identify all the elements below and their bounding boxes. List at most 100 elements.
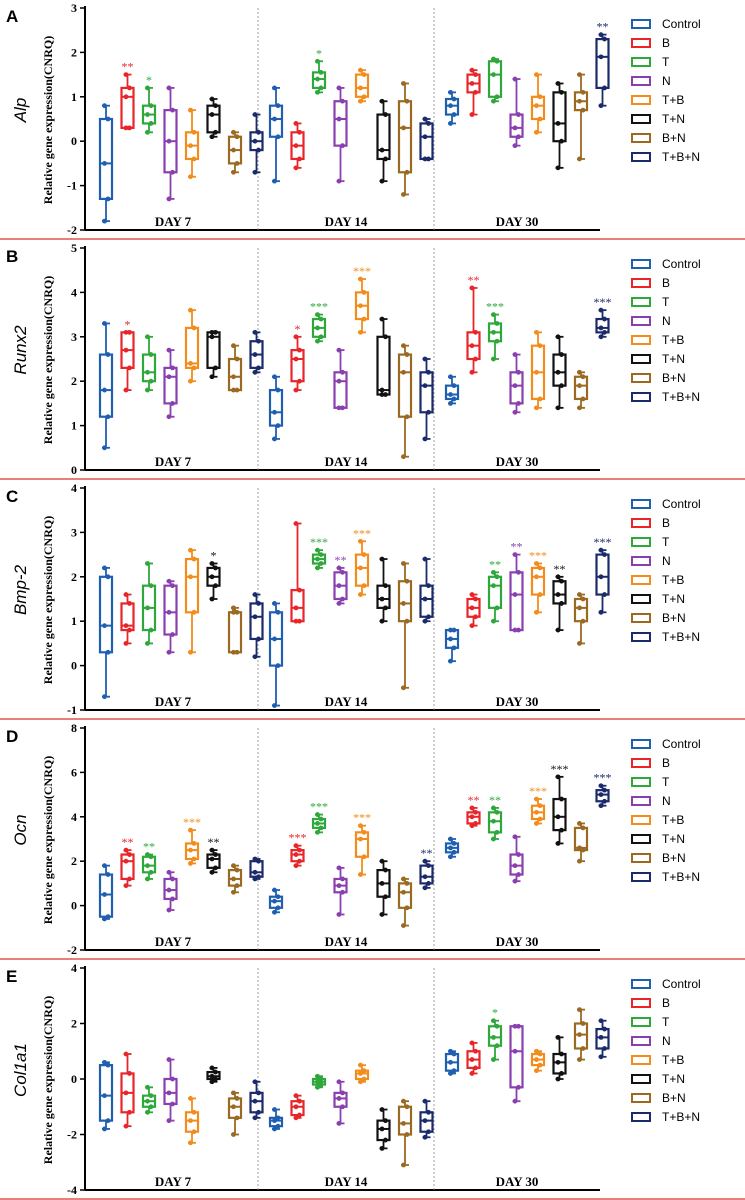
data-point (209, 134, 215, 140)
data-point (145, 605, 150, 611)
legend-swatch (631, 392, 651, 402)
data-point (336, 405, 342, 411)
box-iqr (509, 1025, 524, 1089)
data-point (422, 556, 428, 562)
data-point (491, 1057, 496, 1062)
data-point (315, 89, 320, 95)
box-iqr (354, 73, 370, 98)
significance-label: * (211, 548, 217, 562)
box-t-n (376, 858, 391, 917)
data-point (422, 885, 428, 891)
data-point (102, 863, 107, 869)
data-point (256, 338, 261, 344)
data-point (148, 352, 154, 357)
data-point (336, 85, 342, 91)
data-point (297, 587, 302, 593)
data-point (272, 898, 277, 904)
data-point (272, 887, 277, 893)
data-point (148, 869, 154, 875)
data-point (188, 1096, 193, 1101)
data-point (318, 552, 324, 557)
data-point (105, 116, 111, 122)
legend-swatch (631, 38, 651, 48)
data-point (145, 852, 150, 857)
y-tick-label: 0 (71, 899, 77, 913)
data-point (170, 583, 175, 589)
box-control (268, 85, 284, 184)
data-point (336, 116, 342, 122)
box-t-b-n (249, 112, 264, 175)
data-point (105, 414, 111, 420)
box-iqr (530, 95, 546, 121)
data-point (315, 1079, 320, 1085)
legend: Control BTN T+B T+N B+N T+B+N (631, 737, 701, 884)
data-point (426, 1129, 431, 1135)
data-point (422, 383, 428, 389)
legend-swatch (631, 556, 651, 566)
day-label: DAY 7 (155, 934, 192, 949)
box-iqr (397, 580, 413, 623)
panel-letter: C (6, 487, 18, 506)
data-point (451, 96, 457, 102)
data-point (102, 1093, 107, 1099)
data-point (534, 574, 539, 580)
box-t: *** (486, 300, 504, 362)
data-point (336, 912, 342, 917)
data-point (293, 143, 299, 149)
data-point (148, 103, 154, 109)
data-point (401, 81, 406, 86)
data-point (145, 369, 150, 375)
data-point (209, 374, 215, 380)
data-point (234, 649, 240, 655)
box-t: *** (310, 300, 328, 344)
data-point (580, 618, 586, 624)
data-point (123, 883, 129, 889)
data-point (256, 365, 261, 371)
data-point (512, 1098, 518, 1104)
box-t: ** (487, 793, 503, 842)
box-iqr (419, 584, 434, 618)
data-point (102, 916, 107, 922)
legend-swatch (631, 57, 651, 67)
box-iqr (333, 100, 348, 147)
data-point (170, 896, 175, 902)
data-point (494, 338, 500, 344)
data-point (275, 663, 281, 668)
data-point (188, 574, 193, 580)
data-point (336, 1096, 342, 1101)
data-point (358, 98, 363, 104)
legend-swatch (631, 499, 651, 509)
box-t-b: *** (353, 264, 371, 335)
box-iqr (552, 580, 567, 605)
data-point (252, 369, 258, 375)
data-point (494, 1023, 500, 1029)
data-point (555, 1059, 561, 1065)
data-point (123, 641, 129, 646)
data-point (491, 72, 496, 77)
data-point (340, 98, 345, 104)
data-point (213, 103, 218, 109)
box-t-b-n (249, 592, 264, 660)
box-iqr (376, 335, 391, 396)
data-point (102, 892, 107, 897)
box-iqr (98, 353, 114, 418)
panel-B: B Runx2 Relative gene expression(CNRQ) 0 1 2 3… (0, 241, 745, 480)
data-point (256, 601, 261, 606)
legend-label: T+B+N (662, 1110, 700, 1124)
data-point (252, 1079, 258, 1085)
data-point (379, 881, 385, 886)
data-point (231, 387, 236, 393)
day-label: DAY 7 (155, 694, 192, 709)
data-point (123, 1123, 129, 1129)
legend-swatch (631, 998, 651, 1008)
data-point (297, 618, 302, 624)
data-point (361, 854, 367, 860)
data-point (188, 307, 193, 313)
data-point (252, 112, 258, 117)
data-point (170, 107, 175, 113)
data-point (512, 627, 518, 633)
data-point (448, 374, 453, 380)
data-point (127, 329, 132, 335)
data-point (491, 836, 496, 842)
data-point (358, 85, 363, 91)
